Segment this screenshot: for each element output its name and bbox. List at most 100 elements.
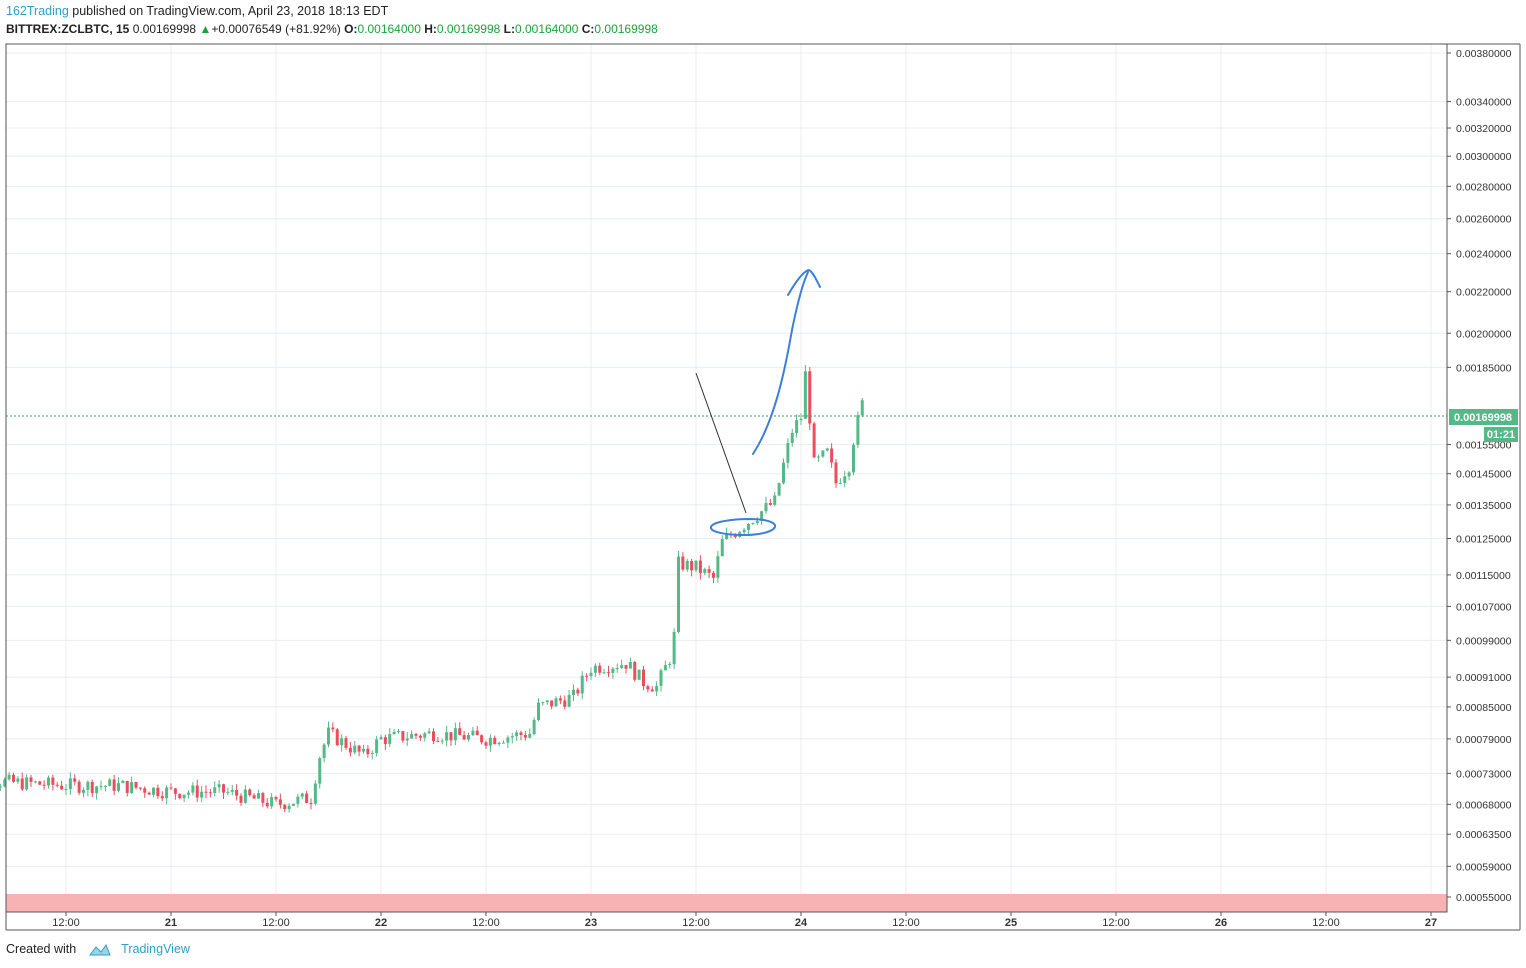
candle-down	[208, 792, 212, 794]
trendline-drawing[interactable]	[695, 372, 747, 514]
candle-up	[322, 744, 326, 759]
x-tick-label: 26	[1215, 917, 1227, 929]
candle-up	[663, 665, 667, 671]
candle-down	[436, 741, 440, 743]
candle-down	[418, 735, 422, 738]
candle-up	[795, 420, 799, 433]
last-price-value: 0.00169998	[132, 22, 197, 36]
x-tick-label: 12:00	[262, 917, 290, 929]
candle-down	[143, 788, 147, 793]
candle-down	[283, 804, 287, 810]
candle-down	[598, 665, 602, 673]
candle-down	[646, 686, 650, 690]
candle-down	[29, 777, 33, 782]
candle-down	[366, 748, 370, 755]
y-tick-label: 0.00155000	[1456, 440, 1512, 452]
upward-arrow-drawing[interactable]	[752, 271, 809, 455]
x-tick-label: 27	[1425, 917, 1437, 929]
candle-up	[843, 476, 847, 483]
y-tick-label: 0.00079000	[1456, 734, 1512, 746]
candle-down	[642, 669, 645, 687]
candle-up	[716, 556, 720, 578]
candle-up	[270, 797, 274, 807]
price-chart[interactable]: 0.00380000 0.00340000 0.00320000 0.00300000…	[0, 0, 1526, 940]
x-tick-label: 12:00	[1312, 917, 1340, 929]
candle-up	[580, 675, 584, 694]
candle-down	[55, 784, 59, 786]
candle-up	[95, 786, 99, 794]
open-value: 0.00164000	[357, 22, 421, 36]
candle-up	[182, 794, 186, 799]
candle-down	[265, 802, 269, 807]
candle-down	[147, 792, 151, 795]
candle-down	[60, 785, 64, 790]
y-tick-label: 0.00340000	[1456, 97, 1512, 109]
candle-down	[624, 665, 628, 669]
candle-up	[860, 400, 864, 416]
close-label: C:	[581, 22, 595, 36]
candle-down	[449, 732, 453, 741]
candle-up	[230, 789, 234, 792]
candle-down	[383, 737, 387, 744]
y-tick-label: 0.00055000	[1456, 892, 1512, 904]
candle-up	[313, 783, 317, 804]
x-tick-label: 12:00	[52, 917, 80, 929]
candle-up	[611, 668, 615, 673]
candle-down	[252, 795, 256, 799]
candle-down	[633, 662, 637, 680]
candle-up	[803, 371, 807, 419]
candle-down	[493, 737, 497, 745]
candle-down	[698, 560, 702, 574]
candle-up	[296, 796, 300, 804]
candle-up	[213, 787, 217, 793]
candle-down	[278, 799, 282, 805]
x-tick-label: 22	[375, 917, 387, 929]
low-label: L:	[503, 22, 515, 36]
published-text: published on TradingView.com, April 23, …	[72, 4, 389, 18]
candle-up	[318, 758, 322, 784]
y-tick-label: 0.00059000	[1456, 861, 1512, 873]
author-link[interactable]: 162Trading	[6, 4, 69, 18]
candle-up	[725, 534, 729, 540]
y-tick-label: 0.00063500	[1456, 829, 1512, 841]
candle-up	[165, 787, 169, 799]
candle-up	[497, 742, 501, 745]
candle-up	[510, 736, 514, 738]
y-tick-label: 0.00091000	[1456, 672, 1512, 684]
candle-up	[799, 418, 803, 421]
candle-up	[528, 733, 532, 738]
last-price-tag-text: 0.00169998	[1454, 412, 1512, 424]
candle-down	[414, 733, 418, 736]
candle-down	[733, 535, 737, 537]
candle-down	[222, 784, 225, 793]
support-circle-drawing[interactable]	[709, 517, 777, 537]
candle-up	[388, 734, 392, 744]
candle-down	[160, 796, 164, 799]
candle-up	[103, 785, 107, 787]
candle-down	[344, 738, 348, 748]
candle-up	[620, 665, 624, 669]
candle-up	[440, 740, 444, 742]
candle-up	[755, 520, 759, 524]
close-value: 0.00169998	[594, 22, 658, 36]
grid-layer	[6, 44, 1447, 912]
candle-up	[856, 415, 860, 445]
candle-up	[760, 511, 764, 521]
candle-down	[484, 742, 488, 746]
high-value: 0.00169998	[436, 22, 501, 36]
candle-down	[681, 556, 685, 570]
candle-down	[550, 700, 554, 707]
candle-down	[125, 780, 129, 793]
candle-down	[274, 797, 278, 800]
candle-up	[68, 778, 72, 790]
candle-down	[650, 689, 654, 692]
candle-down	[305, 793, 309, 804]
candle-up	[82, 789, 85, 793]
candle-up	[327, 727, 330, 745]
candle-up	[130, 782, 134, 793]
candle-down	[261, 793, 265, 803]
x-tick-label: 12:00	[892, 917, 920, 929]
tradingview-brand-link[interactable]: TradingView	[121, 942, 190, 956]
candle-up	[33, 781, 37, 783]
created-with-label: Created with	[6, 942, 77, 956]
